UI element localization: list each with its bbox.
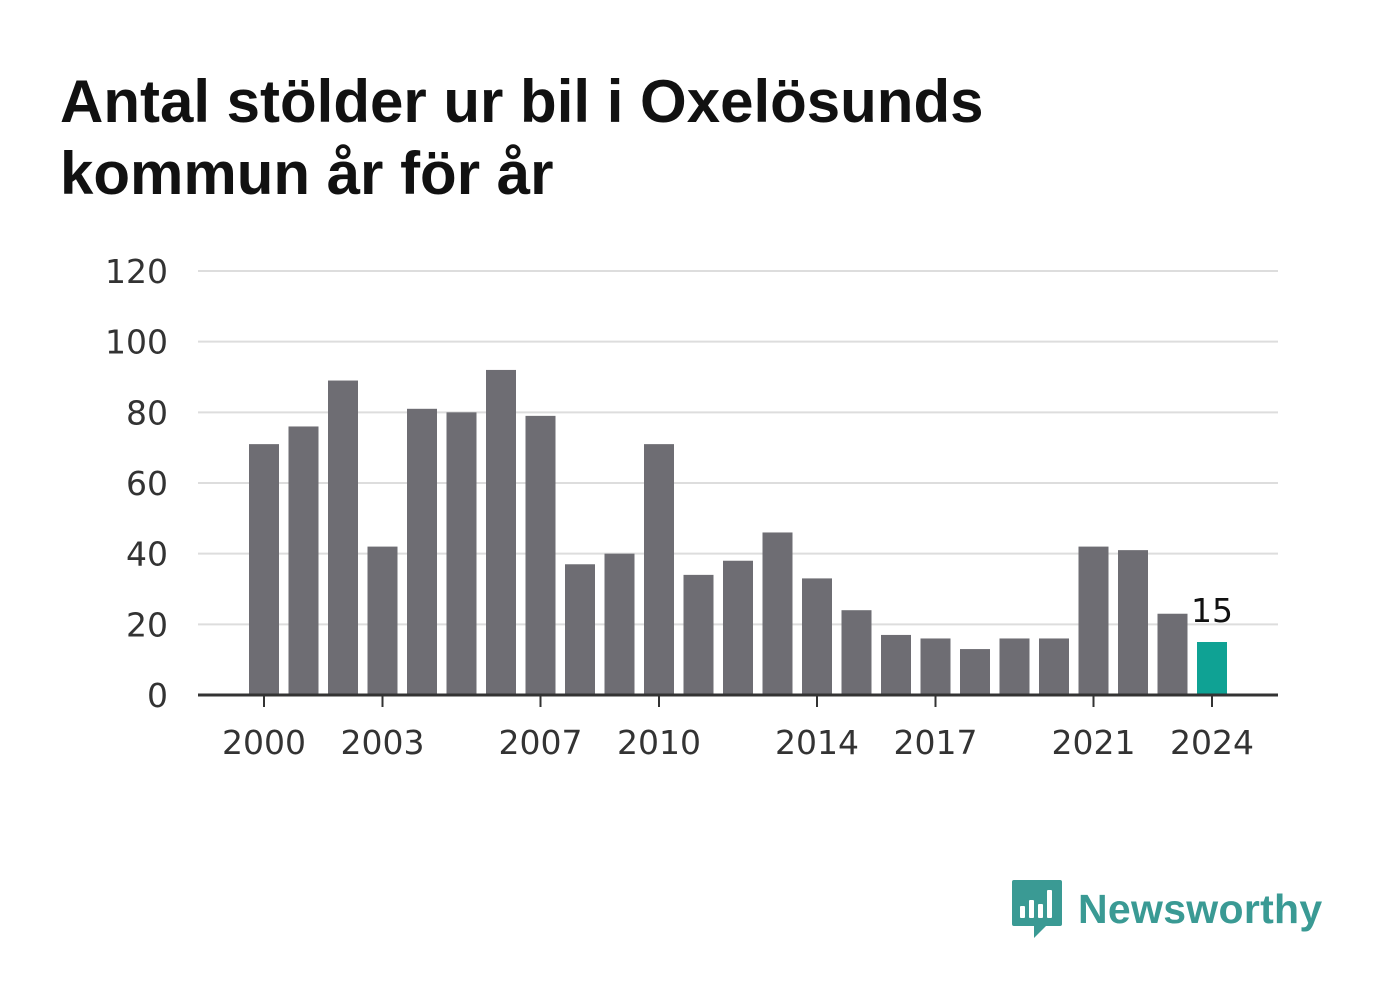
bar-2009 (604, 553, 635, 695)
bar-2019 (999, 638, 1030, 695)
chart-title: Antal stölder ur bil i Oxelösunds kommun… (60, 68, 984, 207)
bar-2010 (644, 444, 674, 695)
y-tick-label-120: 120 (105, 252, 168, 291)
value-labels: 15 (1191, 591, 1233, 630)
bar-2012 (723, 560, 753, 695)
x-tick-label-2003: 2003 (341, 723, 425, 762)
bar-2006 (486, 369, 516, 695)
value-label-2024: 15 (1191, 591, 1233, 630)
x-tick-label-2007: 2007 (499, 723, 583, 762)
bar-2004 (407, 408, 437, 695)
x-tick-label-2000: 2000 (222, 723, 306, 762)
bar-2001 (288, 426, 319, 695)
bar-2021 (1078, 546, 1109, 695)
bar-2023 (1157, 613, 1188, 695)
bar-2013 (762, 532, 793, 695)
brand-logo: Newsworthy (1010, 878, 1323, 940)
bar-2015 (841, 610, 872, 695)
y-tick-label-40: 40 (126, 535, 168, 574)
bar-2018 (960, 649, 990, 695)
y-tick-label-60: 60 (126, 464, 168, 503)
bar-2005 (446, 412, 477, 695)
x-axis-ticks: 2000 2003 2007 2010 2014 2017 2021 2024 (222, 695, 1254, 762)
bar-2000 (249, 444, 279, 695)
bar-2014 (802, 578, 832, 695)
y-axis-ticks: 0 20 40 60 80 100 120 (105, 252, 168, 715)
bar-2017 (920, 638, 951, 695)
y-tick-label-20: 20 (126, 605, 168, 644)
x-tick-label-2024: 2024 (1170, 723, 1254, 762)
y-tick-label-0: 0 (147, 676, 168, 715)
bar-2003 (367, 546, 398, 695)
bar-2008 (565, 564, 595, 695)
y-tick-label-80: 80 (126, 393, 168, 432)
x-tick-label-2010: 2010 (617, 723, 701, 762)
bars (249, 369, 1227, 695)
bar-2011 (683, 574, 714, 695)
x-tick-label-2017: 2017 (894, 723, 978, 762)
brand-name: Newsworthy (1078, 885, 1323, 932)
bar-2022 (1118, 550, 1148, 695)
x-tick-label-2014: 2014 (775, 723, 859, 762)
bar-chart-speech-bubble-icon (1012, 880, 1062, 938)
bar-2002 (328, 380, 358, 695)
bar-2007 (525, 415, 556, 695)
bar-2024 (1197, 642, 1227, 695)
y-tick-label-100: 100 (105, 323, 168, 362)
bar-2016 (881, 634, 911, 695)
x-tick-label-2021: 2021 (1052, 723, 1136, 762)
bar-2020 (1039, 638, 1069, 695)
